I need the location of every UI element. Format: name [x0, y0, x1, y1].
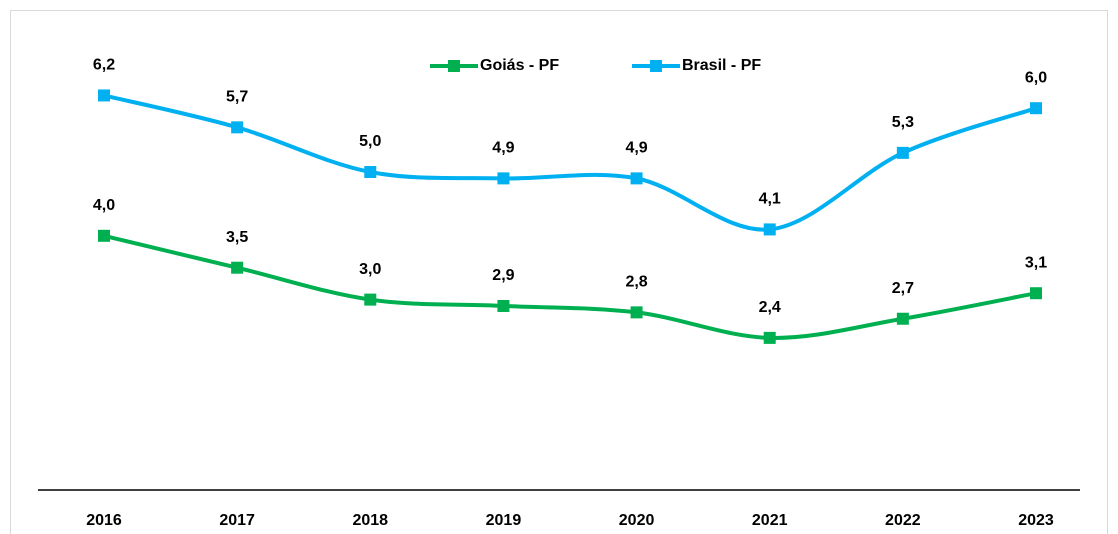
- data-label: 3,1: [1025, 254, 1047, 271]
- data-label: 2,9: [492, 267, 514, 284]
- point-marker: [763, 223, 776, 236]
- series-line: [103, 93, 1037, 232]
- point-marker: [630, 172, 643, 185]
- point-marker: [1030, 287, 1042, 300]
- point-marker: [98, 229, 110, 242]
- legend-label: Goiás - PF: [480, 57, 559, 74]
- point-marker: [896, 146, 909, 159]
- series-line: [103, 233, 1037, 340]
- point-marker: [497, 172, 510, 185]
- data-label: 6,2: [93, 57, 115, 74]
- data-label: 5,0: [359, 133, 381, 150]
- point-marker: [98, 89, 110, 102]
- data-label: 3,5: [226, 229, 248, 246]
- x-tick-label: 2021: [752, 512, 788, 529]
- legend-marker: [650, 60, 662, 72]
- x-tick-label: 2019: [486, 512, 522, 529]
- data-label: 4,1: [759, 191, 781, 208]
- chart-frame: [10, 10, 1108, 534]
- x-tick-label: 2016: [86, 512, 122, 529]
- x-tick-label: 2017: [219, 512, 255, 529]
- data-label: 2,4: [759, 299, 781, 316]
- point-marker: [896, 312, 909, 325]
- x-tick-label: 2022: [885, 512, 921, 529]
- point-marker: [630, 306, 643, 319]
- point-marker: [364, 166, 377, 178]
- point-marker: [763, 331, 776, 344]
- data-label: 4,0: [93, 197, 115, 214]
- point-marker: [231, 121, 244, 134]
- data-label: 5,3: [892, 114, 914, 131]
- data-label: 2,8: [625, 274, 647, 291]
- data-label: 4,9: [492, 140, 514, 157]
- x-tick-label: 2018: [352, 512, 388, 529]
- data-label: 4,9: [625, 140, 647, 157]
- data-label: 2,7: [892, 280, 914, 297]
- data-label: 3,0: [359, 261, 381, 278]
- point-marker: [1030, 102, 1042, 115]
- x-tick-label: 2020: [619, 512, 655, 529]
- point-marker: [364, 293, 377, 306]
- data-label: 5,7: [226, 89, 248, 106]
- legend-marker: [448, 60, 460, 72]
- x-tick-label: 2023: [1018, 512, 1054, 529]
- point-marker: [231, 261, 244, 274]
- legend-label: Brasil - PF: [682, 57, 761, 74]
- data-label: 6,0: [1025, 69, 1047, 86]
- point-marker: [497, 299, 510, 312]
